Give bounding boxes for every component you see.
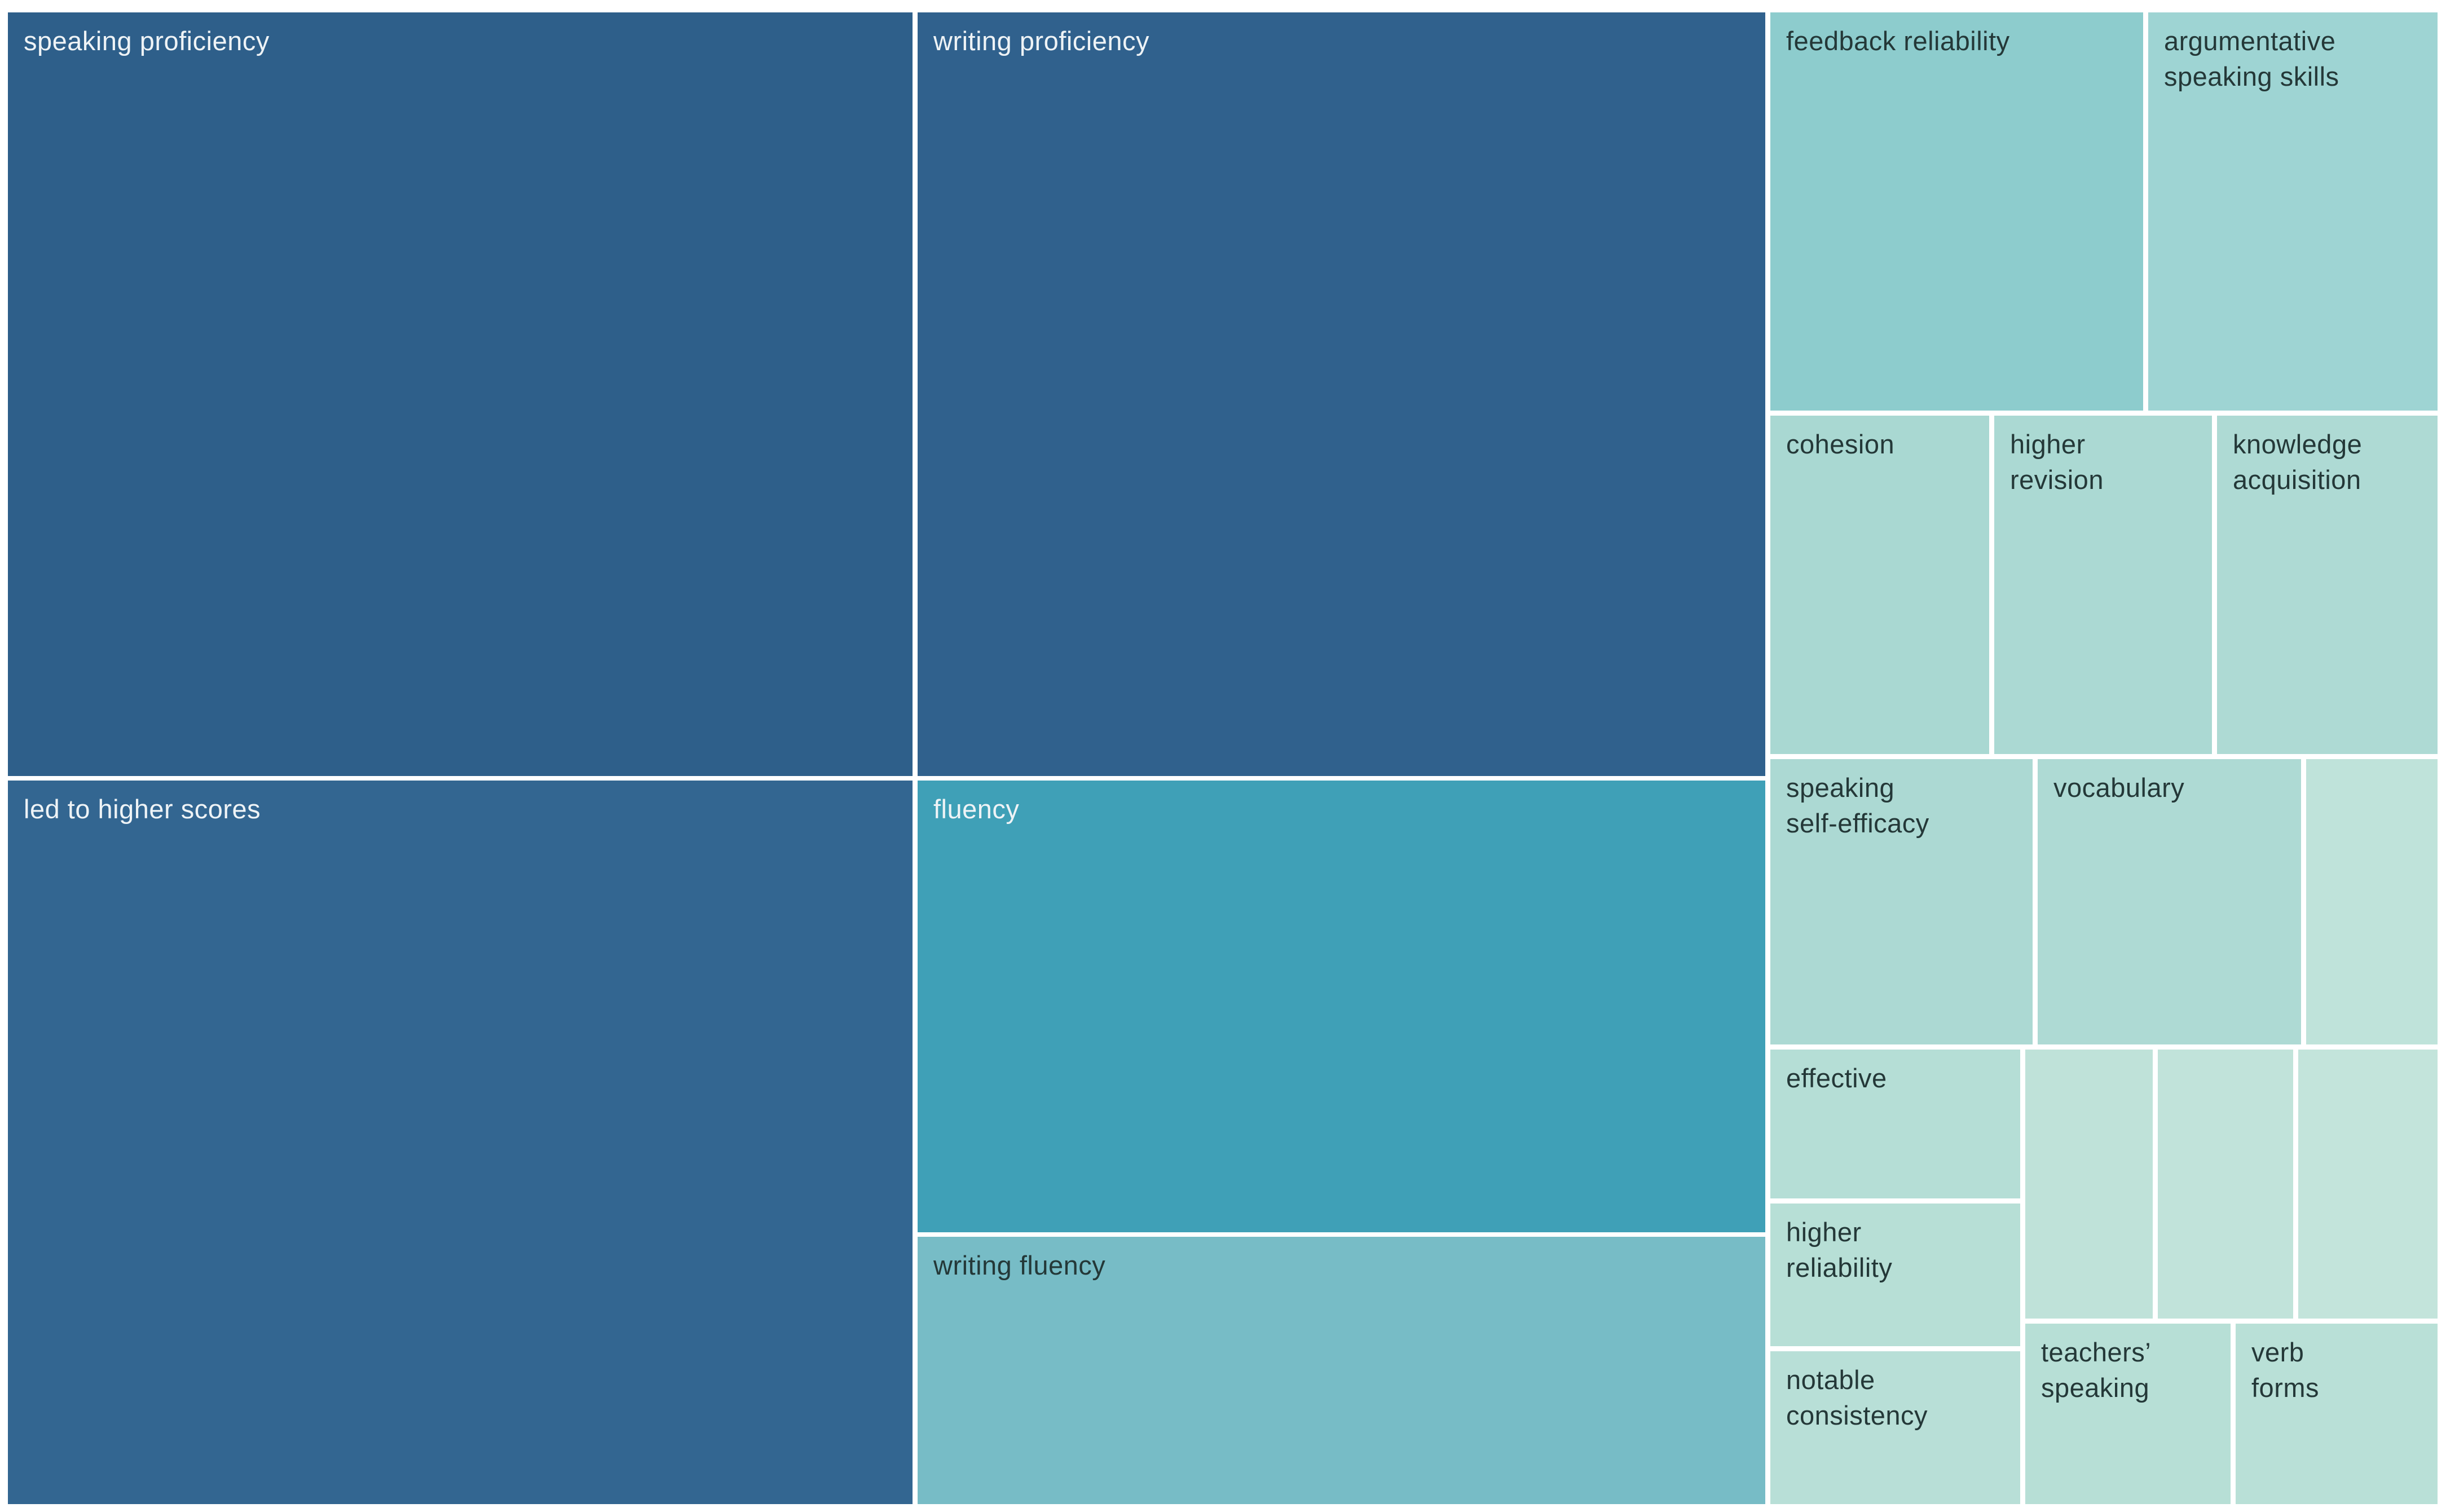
treemap-cell-speaking-self-efficacy[interactable]: speaking self-efficacy xyxy=(1770,759,2033,1044)
treemap-cell-unlabeled-3[interactable] xyxy=(2158,1050,2293,1319)
treemap-cell-higher-reliability[interactable]: higher reliability xyxy=(1770,1204,2020,1346)
treemap-cell-writing-proficiency[interactable]: writing proficiency xyxy=(918,12,1765,776)
treemap-cell-label: speaking self-efficacy xyxy=(1786,773,1929,838)
treemap-cell-verb-forms[interactable]: verb forms xyxy=(2236,1324,2438,1504)
treemap-cell-unlabeled-1[interactable] xyxy=(2306,759,2438,1044)
treemap-cell-vocabulary[interactable]: vocabulary xyxy=(2038,759,2301,1044)
treemap-cell-label: higher reliability xyxy=(1786,1217,1893,1282)
treemap-cell-fluency[interactable]: fluency xyxy=(918,781,1765,1232)
treemap-cell-label: notable consistency xyxy=(1786,1365,1928,1430)
treemap-cell-knowledge-acquisition[interactable]: knowledge acquisition xyxy=(2217,416,2438,754)
treemap-cell-speaking-proficiency[interactable]: speaking proficiency xyxy=(8,12,913,776)
treemap-cell-label: knowledge acquisition xyxy=(2233,429,2363,495)
treemap-cell-argumentative-speaking-skills[interactable]: argumentative speaking skills xyxy=(2148,12,2438,411)
treemap-cell-label: vocabulary xyxy=(2053,773,2185,803)
treemap-cell-label: argumentative speaking skills xyxy=(2164,26,2339,91)
treemap-cell-label: feedback reliability xyxy=(1786,26,2010,56)
treemap-cell-unlabeled-2[interactable] xyxy=(2025,1050,2153,1319)
treemap-cell-label: writing proficiency xyxy=(933,26,1150,56)
treemap-cell-writing-fluency[interactable]: writing fluency xyxy=(918,1237,1765,1504)
treemap-cell-label: cohesion xyxy=(1786,429,1895,459)
treemap-cell-label: speaking proficiency xyxy=(24,26,270,56)
treemap-cell-label: effective xyxy=(1786,1063,1887,1093)
treemap-cell-label: teachers’ speaking xyxy=(2041,1337,2152,1403)
treemap-cell-label: verb forms xyxy=(2251,1337,2319,1403)
treemap-cell-higher-revision[interactable]: higher revision xyxy=(1994,416,2212,754)
treemap-cell-notable-consistency[interactable]: notable consistency xyxy=(1770,1351,2020,1504)
treemap-cell-label: fluency xyxy=(933,794,1020,824)
treemap-cell-led-to-higher-scores[interactable]: led to higher scores xyxy=(8,781,913,1504)
treemap-cell-cohesion[interactable]: cohesion xyxy=(1770,416,1989,754)
treemap-cell-teachers-speaking[interactable]: teachers’ speaking xyxy=(2025,1324,2231,1504)
treemap-cell-effective[interactable]: effective xyxy=(1770,1050,2020,1198)
treemap-cell-unlabeled-4[interactable] xyxy=(2298,1050,2438,1319)
treemap-cell-feedback-reliability[interactable]: feedback reliability xyxy=(1770,12,2143,411)
treemap-cell-label: higher revision xyxy=(2010,429,2104,495)
treemap-cell-label: writing fluency xyxy=(933,1250,1106,1280)
treemap-cell-label: led to higher scores xyxy=(24,794,261,824)
